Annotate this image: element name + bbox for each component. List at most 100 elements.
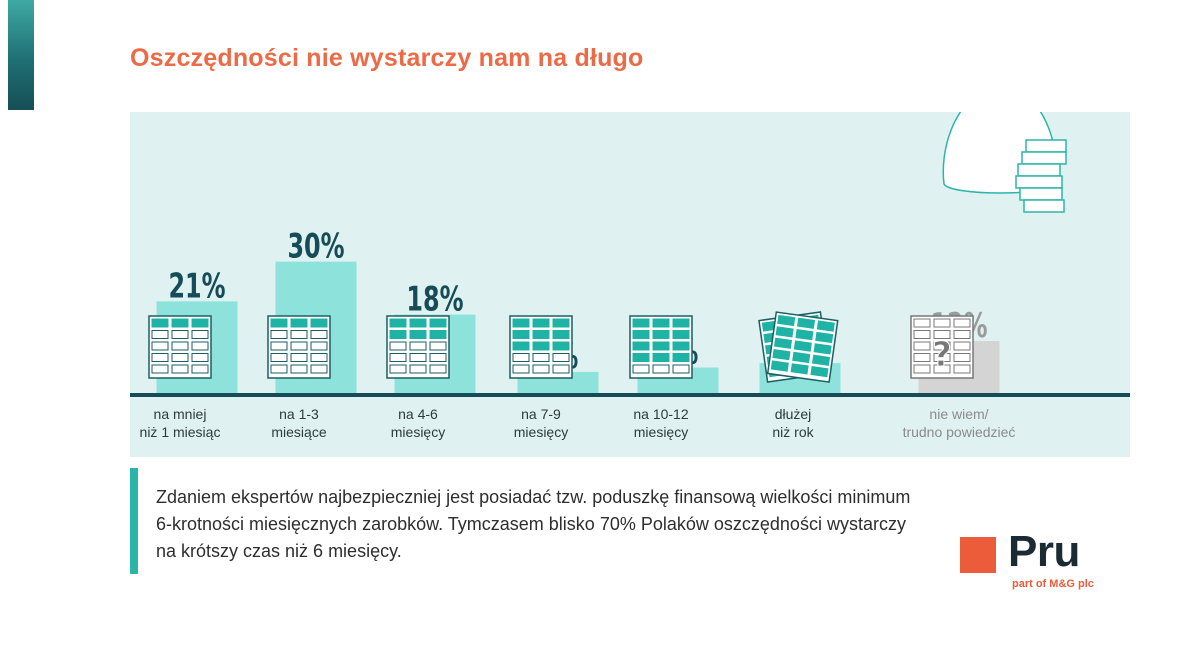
category-label-7: nie wiem/ — [929, 406, 988, 422]
calendar-cell — [409, 330, 427, 339]
category-label-2: na 1-3 — [279, 406, 319, 422]
category-label-2: miesiące — [271, 424, 326, 440]
calendar-cell — [933, 341, 951, 351]
calendar-cell — [290, 318, 308, 328]
calendar-cell — [389, 318, 407, 328]
calendar-cell — [632, 330, 650, 339]
calendar-cell — [532, 364, 550, 374]
calendar-cell — [409, 353, 427, 362]
category-label-6: niż rok — [772, 424, 814, 440]
calendar-icon — [509, 315, 573, 379]
calendar-cell — [672, 353, 690, 362]
calendar-cell — [191, 330, 209, 339]
calendar-cell — [171, 330, 189, 339]
calendar-cell — [793, 340, 812, 352]
calendar-cell — [151, 353, 169, 362]
calendar-cell — [632, 364, 650, 374]
calendar-cell — [913, 364, 931, 374]
calendar-cell — [429, 353, 447, 362]
calendar-cell — [512, 353, 530, 362]
pru-logo-tagline: part of M&G plc — [1012, 578, 1094, 590]
calendar-cell — [953, 341, 971, 351]
coin — [1017, 163, 1061, 177]
pru-logo-text: Pru — [1008, 527, 1080, 576]
calendar-cell — [171, 364, 189, 374]
calendar-cell — [790, 363, 809, 375]
calendar-cell — [290, 364, 308, 374]
calendar-cell — [151, 318, 169, 328]
category-label-7: trudno powiedzieć — [903, 424, 1016, 440]
calendar-cell — [672, 341, 690, 351]
calendar-cell — [796, 317, 816, 329]
calendar-cell — [429, 318, 447, 328]
coin-stack-icon — [1015, 139, 1067, 213]
calendar-cell — [770, 360, 789, 372]
calendar-cell — [191, 364, 209, 374]
coin — [1019, 187, 1063, 201]
calendar-icon — [766, 311, 839, 383]
calendar-cell — [953, 353, 971, 362]
calendar-cell — [191, 341, 209, 351]
calendar-cell — [552, 353, 570, 362]
value-label-1: 21% — [168, 267, 225, 306]
category-label-3: miesięcy — [391, 424, 445, 440]
calendar-cell — [652, 353, 670, 362]
calendar-cell — [389, 364, 407, 374]
savings-illustration — [942, 112, 1067, 213]
calendar-cell — [775, 326, 794, 338]
calendar-cell — [810, 365, 829, 378]
calendar-cell — [429, 341, 447, 351]
value-label-2: 30% — [287, 228, 344, 267]
calendar-cell — [913, 341, 931, 351]
calendar-cell — [815, 331, 834, 344]
calendar-cell — [652, 341, 670, 351]
category-label-1: na mniej — [154, 406, 207, 422]
calendar-cell — [652, 364, 670, 374]
calendar-cell — [532, 353, 550, 362]
calendar-cell — [310, 318, 328, 328]
calendar-cell — [512, 318, 530, 328]
category-label-1: niż 1 miesiąc — [140, 424, 221, 440]
calendar-cell — [652, 330, 670, 339]
calendar-cell — [792, 351, 811, 364]
calendar-cell — [512, 330, 530, 339]
calendar-cell — [171, 341, 189, 351]
calendar-cell — [512, 364, 530, 374]
quote-accent-bar — [130, 468, 138, 574]
calendar-icon — [629, 315, 693, 379]
calendar-cell — [151, 341, 169, 351]
coin — [1023, 199, 1065, 213]
calendar-cell — [772, 349, 791, 361]
pru-logo-square — [960, 537, 996, 573]
calendar-cell — [795, 329, 814, 341]
calendar-icon — [267, 315, 331, 379]
value-label-3: 18% — [406, 280, 463, 319]
calendar-cell — [933, 364, 951, 374]
calendar-cell — [389, 353, 407, 362]
calendar-cell — [632, 341, 650, 351]
calendar-cell — [552, 341, 570, 351]
calendar-cell — [552, 364, 570, 374]
calendar-cell — [913, 318, 931, 328]
calendar-cell — [953, 330, 971, 339]
chart-title: Oszczędności nie wystarczy nam na długo — [130, 44, 644, 72]
calendar-cell — [270, 341, 288, 351]
calendar-cell — [813, 343, 832, 355]
calendar-cell — [389, 341, 407, 351]
calendar-cell — [171, 318, 189, 328]
calendar-cell — [913, 330, 931, 339]
calendar-cell — [672, 318, 690, 328]
calendar-cell — [409, 318, 427, 328]
category-label-5: na 10-12 — [633, 406, 688, 422]
calendar-cell — [953, 364, 971, 374]
calendar-icon — [386, 315, 450, 379]
category-label-3: na 4-6 — [398, 406, 438, 422]
calendar-cell — [310, 353, 328, 362]
calendar-cell — [632, 318, 650, 328]
calendar-cell — [191, 353, 209, 362]
corner-accent-bar — [8, 0, 34, 110]
calendar-cell — [151, 330, 169, 339]
calendar-cell — [532, 330, 550, 339]
calendar-cell — [310, 341, 328, 351]
